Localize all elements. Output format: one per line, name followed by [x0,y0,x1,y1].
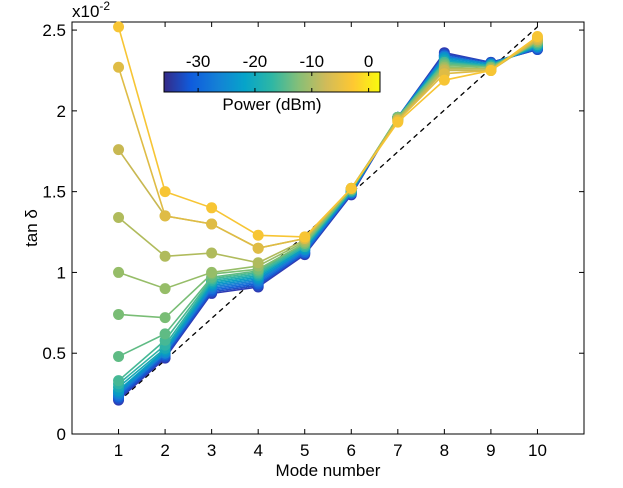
data-point [113,350,125,362]
data-point [299,231,311,243]
data-point [113,144,125,156]
data-point [531,31,543,43]
data-point [113,375,125,387]
data-point [159,312,171,324]
series-line [118,40,538,319]
data-point [159,328,171,340]
colorbar-ticks: -30 -20 -10 0 [186,52,373,92]
y-tick-label: 2.5 [42,21,66,40]
x-tick-label: 9 [486,441,495,460]
data-point [206,218,218,230]
colorbar-tick-label: -20 [243,52,268,71]
x-tick-label: 2 [160,441,169,460]
y-tick-label: 1 [57,263,66,282]
data-point [113,61,125,73]
x-tick-label: 7 [393,441,402,460]
y-tick-label: 2 [57,102,66,121]
y-tick-label: 0 [57,425,66,444]
data-point [206,202,218,214]
x-tick-label: 1 [114,441,123,460]
data-point [113,308,125,320]
y-tick-label: 0.5 [42,344,66,363]
series-layer [113,21,543,406]
x-tick-label: 6 [347,441,356,460]
y-multiplier-base: x10 [72,2,99,21]
x-axis: 1 2 3 4 5 6 7 8 9 10 [114,22,547,460]
data-point [252,229,264,241]
colorbar-label: Power (dBm) [222,95,321,114]
data-point [345,182,357,194]
data-point [252,257,264,269]
data-point [159,210,171,222]
data-point [206,266,218,278]
x-tick-label: 3 [207,441,216,460]
series-line [117,26,538,238]
colorbar-bar [163,71,381,93]
y-tick-label: 1.5 [42,183,66,202]
x-tick-label: 4 [253,441,262,460]
y-axis: 0 0.5 1 1.5 2 2.5 [42,21,584,444]
x-tick-label: 8 [440,441,449,460]
x-axis-label: Mode number [276,461,381,480]
data-point [113,21,125,33]
x-tick-label: 5 [300,441,309,460]
data-point [438,74,450,86]
y-multiplier: x10-2 [72,0,110,21]
y-multiplier-exponent: -2 [99,0,110,13]
data-point [113,211,125,223]
colorbar: -30 -20 -10 0 Power (dBm) [163,52,381,114]
colorbar-tick-label: -30 [186,52,211,71]
data-point [159,283,171,295]
data-point [113,266,125,278]
series-16 [113,21,543,243]
data-point [485,64,497,76]
data-point [159,186,171,198]
y-axis-label: tan δ [22,209,41,247]
colorbar-tick-label: -10 [300,52,325,71]
data-point [159,250,171,262]
colorbar-tick-label: 0 [364,52,373,71]
data-point [392,116,404,128]
x-tick-label: 10 [528,441,547,460]
data-point [252,242,264,254]
data-point [206,247,218,259]
